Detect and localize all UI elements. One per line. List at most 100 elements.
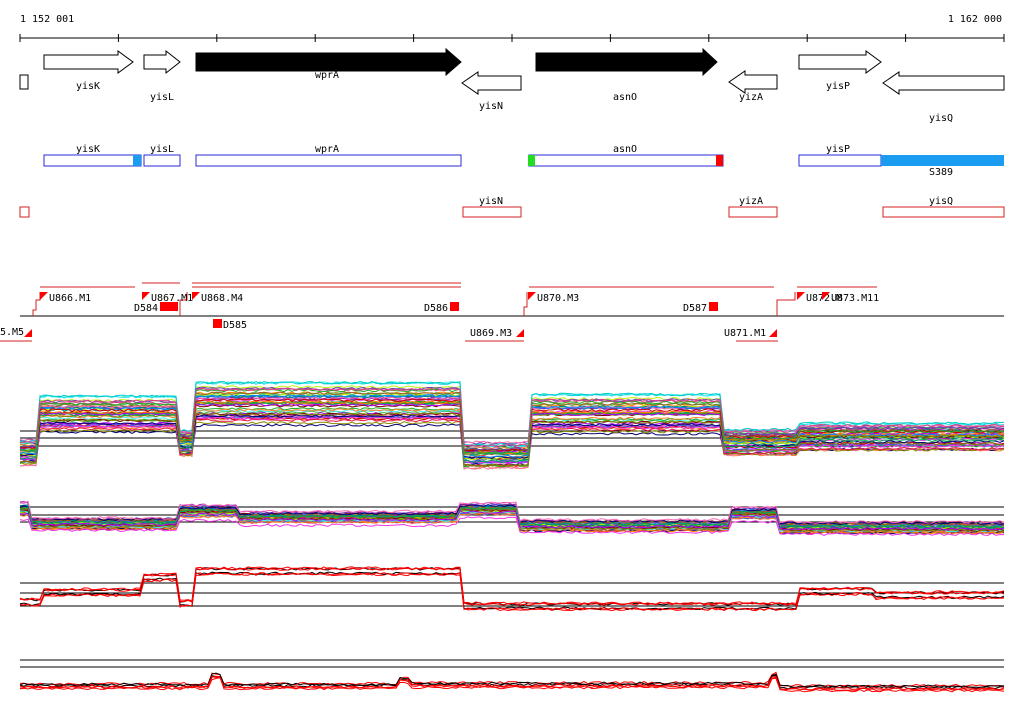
upstream-flag-U870[interactable] — [528, 292, 536, 300]
expression-profile-line — [19, 386, 1005, 452]
expression-profile-line — [19, 572, 1005, 611]
transcription-segment-track: U866.M1 U867.M1 U868.M4 U870.M3 U872.M U… — [0, 282, 1004, 342]
reverse-label-yizA: yizA — [739, 196, 763, 207]
upstream-flag-U868[interactable] — [192, 292, 200, 300]
forward-box-yisL[interactable] — [143, 154, 181, 167]
forward-strand-track: yisK yisL wprA asnO yisP S389 — [43, 144, 1004, 178]
gene-annotation-track: yisK yisL wprA yisN asnO yizA yisP yisQ — [19, 47, 1005, 124]
forward-label-yisL: yisL — [150, 144, 174, 155]
upstream-label-U869: U869.M3 — [470, 328, 512, 339]
downstream-marker-D586[interactable] — [450, 302, 459, 311]
upstream-label-U866: U866.M1 — [49, 293, 91, 304]
forward-label-yisK: yisK — [76, 144, 100, 155]
downstream-label-D587: D587 — [683, 303, 707, 314]
upstream-flag-U869[interactable] — [516, 329, 524, 337]
gene-label-asnO: asnO — [613, 92, 637, 103]
upstream-flag-U873[interactable] — [822, 292, 830, 300]
expression-profile-line — [19, 388, 1005, 455]
expression-profile-line — [19, 516, 1005, 536]
gene-fragment-left — [19, 74, 29, 90]
expression-profile-line — [19, 512, 1004, 533]
gene-label-yisK: yisK — [76, 81, 100, 92]
gene-arrow-yisL[interactable] — [143, 49, 181, 75]
gene-arrow-yisQ[interactable] — [882, 71, 1005, 95]
gene-label-wprA: wprA — [315, 70, 339, 81]
expression-profile-line — [19, 414, 1005, 460]
upstream-flag-U866[interactable] — [40, 292, 48, 300]
ruler-end-coordinate: 1 162 000 — [948, 14, 1002, 25]
upstream-label-U872: U872.M — [806, 293, 842, 304]
expression-profile-line — [19, 676, 1005, 693]
reverse-box-yisQ[interactable] — [882, 206, 1005, 218]
upstream-flag-5M5[interactable] — [24, 329, 32, 337]
ruler-start-coordinate: 1 152 001 — [20, 14, 74, 25]
expression-profile-line — [19, 400, 1005, 463]
upstream-label-U868: U868.M4 — [201, 293, 243, 304]
gene-arrow-yizA[interactable] — [728, 70, 778, 94]
downstream-label-D586: D586 — [424, 303, 448, 314]
gene-arrow-asnO[interactable] — [535, 47, 718, 77]
expression-panel-multicondition-2 — [19, 500, 1005, 536]
reverse-box-fragment — [19, 206, 30, 218]
upstream-label-U867: U867.M1 — [151, 293, 193, 304]
gene-arrow-yisN[interactable] — [461, 71, 522, 95]
upstream-label-U873: U873.M11 — [831, 293, 879, 304]
gene-label-yisQ: yisQ — [929, 113, 953, 124]
gene-label-yisN: yisN — [479, 101, 503, 112]
upstream-label-U870: U870.M3 — [537, 293, 579, 304]
expression-profile-line — [19, 413, 1005, 470]
expression-profile-line — [19, 380, 1005, 447]
forward-box-wprA[interactable] — [195, 154, 462, 167]
forward-box-asnO-end — [716, 155, 723, 166]
reverse-label-yisQ: yisQ — [929, 196, 953, 207]
expression-profile-line — [19, 510, 1005, 531]
expression-profile-line — [19, 415, 1005, 465]
expression-profile-line — [19, 675, 1005, 691]
upstream-label-5M5: 5.M5 — [0, 327, 24, 338]
expression-panel-multicondition — [19, 380, 1005, 470]
upstream-flag-U872[interactable] — [797, 292, 805, 300]
segment-step-U872 — [776, 292, 796, 316]
forward-label-S389: S389 — [929, 167, 953, 178]
gene-label-yisL: yisL — [150, 92, 174, 103]
reverse-box-yizA[interactable] — [728, 206, 778, 218]
forward-label-asnO: asnO — [613, 144, 637, 155]
downstream-marker-D587[interactable] — [709, 302, 718, 311]
gene-label-yizA: yizA — [739, 92, 763, 103]
reverse-label-yisN: yisN — [479, 196, 503, 207]
upstream-flag-U871[interactable] — [769, 329, 777, 337]
expression-profile-line — [19, 566, 1005, 605]
upstream-flag-U867[interactable] — [142, 292, 150, 300]
forward-box-asnO[interactable] — [528, 154, 724, 167]
expression-panel-replicates-2 — [19, 659, 1005, 693]
expression-profile-line — [19, 506, 1005, 528]
downstream-label-D585: D585 — [223, 320, 247, 331]
expression-profile-line — [19, 412, 1005, 453]
upstream-label-U871: U871.M1 — [724, 328, 766, 339]
expression-profile-line — [19, 500, 1005, 524]
forward-box-S389[interactable] — [881, 155, 1004, 166]
expression-profile-line — [19, 387, 1004, 447]
downstream-marker-D584[interactable] — [160, 302, 178, 311]
forward-box-asnO-start — [528, 155, 535, 166]
reverse-box-yisN[interactable] — [462, 206, 522, 218]
segment-step-U867 — [179, 292, 188, 316]
downstream-marker-D585[interactable] — [213, 319, 222, 328]
forward-box-yisK-accent — [133, 155, 141, 166]
ruler-ticks — [19, 34, 1005, 42]
expression-profile-line — [19, 394, 1005, 459]
downstream-label-D584: D584 — [134, 303, 158, 314]
gene-arrow-wprA[interactable] — [195, 47, 462, 77]
coordinate-ruler: 1 152 001 1 162 000 — [19, 14, 1005, 42]
expression-profile-line — [19, 504, 1005, 525]
segment-step-U870 — [523, 292, 528, 316]
expression-panel-replicates — [19, 566, 1005, 612]
forward-box-yisK[interactable] — [43, 154, 142, 167]
reverse-strand-track: yisN yizA yisQ — [19, 196, 1005, 218]
forward-box-yisP[interactable] — [798, 154, 882, 167]
expression-profile-line — [19, 397, 1005, 445]
gene-arrow-yisK[interactable] — [43, 50, 134, 74]
gene-arrow-yisP[interactable] — [798, 50, 882, 74]
